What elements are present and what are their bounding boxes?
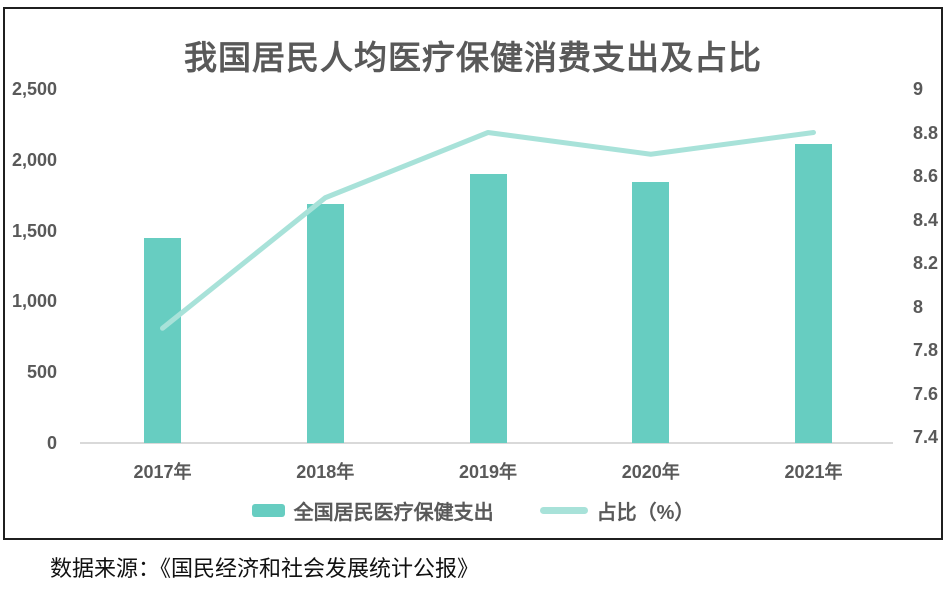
- x-axis-label-2018: 2018年: [296, 462, 355, 482]
- left-axis-tick: 1,000: [11, 291, 57, 312]
- bar-2018: [306, 204, 344, 443]
- x-axis-line: [80, 442, 893, 444]
- bar-2020: [632, 182, 670, 443]
- bar-2017: [144, 237, 181, 443]
- right-axis-tick: 8.2: [913, 253, 939, 273]
- right-axis-tick: 8.4: [913, 209, 939, 230]
- right-axis-tick: 8.8: [913, 122, 939, 143]
- x-axis-label-2017: 2017年: [133, 462, 192, 482]
- bar-series-label: 全国居民医疗保健支出: [293, 502, 494, 524]
- line-series-swatch: [539, 507, 588, 514]
- left-axis-tick: 0: [46, 433, 57, 453]
- left-axis-tick: 500: [26, 362, 57, 383]
- right-axis-tick: 8.6: [913, 166, 939, 186]
- left-axis-tick: 1,500: [11, 220, 57, 241]
- legend: 全国居民医疗保健支出 占比（%）: [5, 496, 941, 525]
- right-axis-tick: 7.6: [913, 383, 939, 404]
- source-note: 数据来源：《国民经济和社会发展统计公报》: [50, 556, 480, 581]
- legend-item-proportion: 占比（%）: [539, 496, 695, 525]
- legend-item-expenditure: 全国居民医疗保健支出: [251, 496, 494, 525]
- chart-title: 我国居民人均医疗保健消费支出及占比: [184, 39, 762, 76]
- right-axis-tick: 7.8: [913, 340, 939, 360]
- x-axis-label-2020: 2020年: [621, 462, 680, 482]
- bar-2019: [469, 173, 507, 443]
- right-axis-tick: 7.4: [913, 427, 939, 447]
- left-axis-tick: 2,500: [11, 79, 57, 99]
- right-axis-tick: 9: [913, 79, 924, 99]
- right-axis-tick: 8: [913, 296, 924, 317]
- x-axis-label-2021: 2021年: [784, 462, 843, 482]
- left-axis-tick: 2,000: [11, 149, 57, 170]
- chart-panel: 我国居民人均医疗保健消费支出及占比 0 500 1,000 1,500 2,000 2,5…: [3, 7, 943, 540]
- line-series-label: 占比（%）: [596, 502, 695, 524]
- bar-series-swatch: [251, 504, 285, 517]
- bar-2021: [795, 143, 832, 443]
- plot-area: 0 500 1,000 1,500 2,000 2,500 7.4 7.6 7.8 8 8.2 8.4…: [5, 9, 941, 538]
- x-axis-label-2019: 2019年: [458, 462, 518, 482]
